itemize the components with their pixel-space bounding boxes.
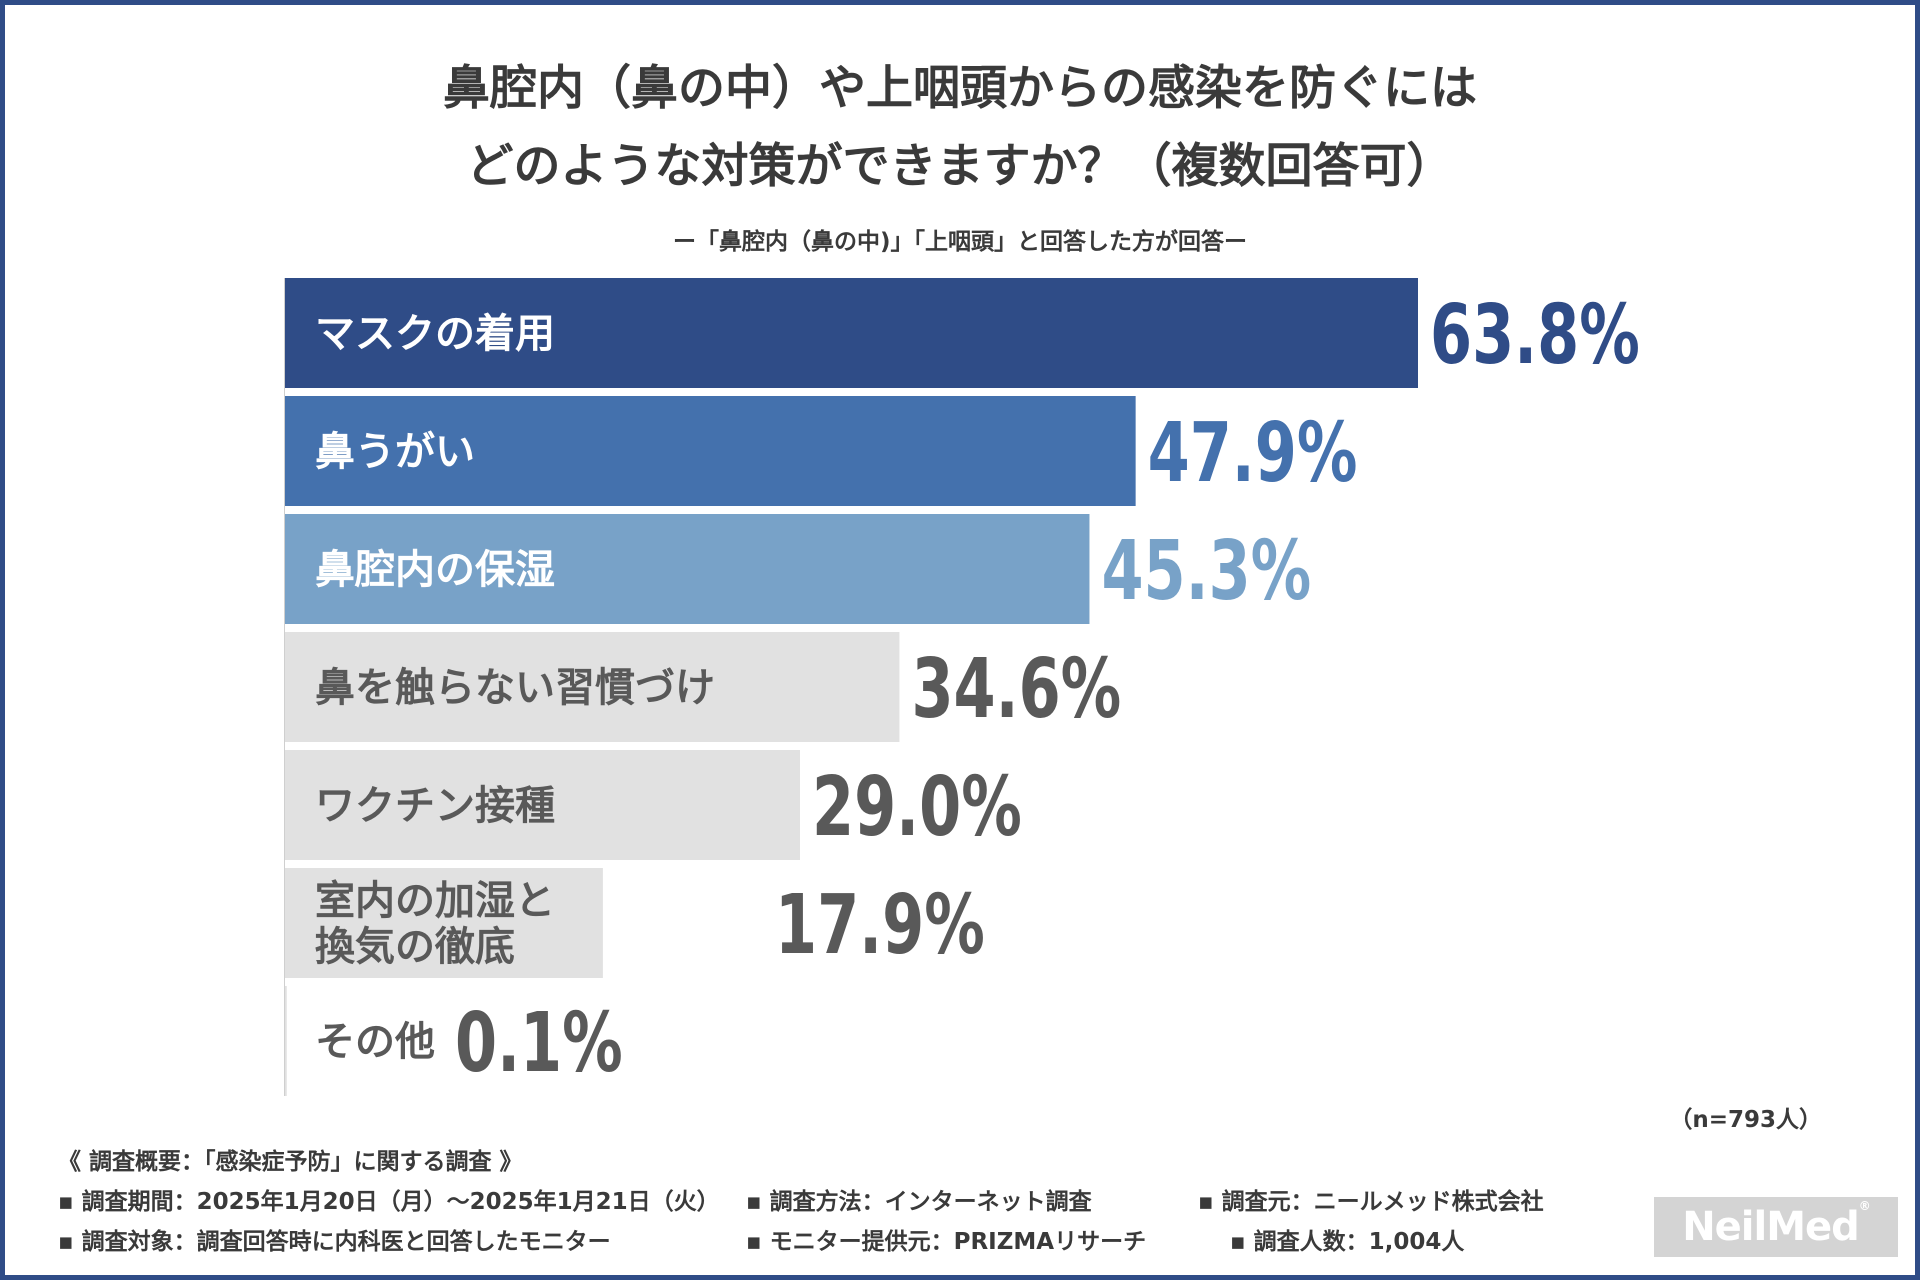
survey-footer: 《 調査概要：「感染症予防」に関する調査 》 ▪ 調査期間：2025年1月20日… — [58, 1142, 1544, 1262]
value-label: 63.8% — [1430, 286, 1640, 382]
survey-monitor-provider: ▪ モニター提供元：PRIZMAリサーチ — [746, 1229, 1147, 1255]
category-label: ワクチン接種 — [315, 783, 555, 829]
bar-chart: マスクの着用 63.8% 鼻うがい 47.9% 鼻腔内の保湿 45.3% 鼻を触らない習慣づ… — [284, 278, 1640, 1096]
survey-period: ▪ 調査期間：2025年1月20日（月）～2025年1月21日（火） — [58, 1189, 720, 1215]
category-label: マスクの着用 — [315, 311, 555, 357]
bar — [285, 868, 603, 978]
chart-title: 鼻腔内（鼻の中）や上咽頭からの感染を防ぐには どのような対策ができますか？（複数… — [0, 50, 1920, 206]
category-label-line: 鼻うがい — [315, 429, 475, 475]
category-label-line: ワクチン接種 — [315, 783, 555, 829]
category-label-line: 換気の徹底 — [315, 924, 515, 970]
bar — [285, 632, 900, 742]
bar-row: 室内の加湿と換気の徹底 — [285, 868, 603, 978]
value-label: 45.3% — [1101, 522, 1311, 618]
chart-title-line-2: どのような対策ができますか？（複数回答可） — [466, 139, 1454, 194]
category-label-line: 鼻を触らない習慣づけ — [315, 665, 715, 711]
chart-subtitle: ー「鼻腔内（鼻の中)」「上咽頭」と回答した方が回答ー — [672, 229, 1247, 255]
value-label: 17.9% — [775, 876, 985, 972]
category-label: 鼻を触らない習慣づけ — [315, 665, 715, 711]
category-label: その他 — [315, 1019, 435, 1065]
sample-size-note: （n=793人） — [1669, 1107, 1822, 1133]
logo-text: NeilMed — [1682, 1204, 1860, 1250]
value-label: 34.6% — [911, 640, 1121, 736]
category-label: 室内の加湿と換気の徹底 — [315, 878, 555, 970]
category-label: 鼻腔内の保湿 — [315, 547, 555, 593]
category-label-line: マスクの着用 — [315, 311, 555, 357]
survey-heading: 《 調査概要：「感染症予防」に関する調査 》 — [58, 1149, 523, 1175]
survey-count: ▪ 調査人数：1,004人 — [1230, 1229, 1465, 1255]
category-label-line: その他 — [315, 1019, 435, 1065]
survey-row-2: ▪ 調査対象：調査回答時に内科医と回答したモニター ▪ モニター提供元：PRIZM… — [58, 1222, 1544, 1262]
value-label: 0.1% — [455, 994, 623, 1090]
chart-title-line-1: 鼻腔内（鼻の中）や上咽頭からの感染を防ぐには — [443, 61, 1477, 116]
category-label: 鼻うがい — [315, 429, 475, 475]
bar-row: マスクの着用 — [285, 278, 1418, 388]
bar-row: 鼻腔内の保湿 — [285, 514, 1090, 624]
category-label-line: 鼻腔内の保湿 — [315, 547, 555, 593]
survey-method: ▪ 調査方法：インターネット調査 — [746, 1189, 1092, 1215]
survey-row-1: ▪ 調査期間：2025年1月20日（月）～2025年1月21日（火） ▪ 調査方法… — [58, 1182, 1544, 1222]
value-label: 47.9% — [1148, 404, 1358, 500]
category-label-line: 室内の加湿と — [315, 878, 555, 924]
bar-row: 鼻を触らない習慣づけ — [285, 632, 900, 742]
logo-registered-mark: ® — [1858, 1199, 1871, 1213]
bar — [285, 514, 1090, 624]
bar — [285, 986, 287, 1096]
bar — [285, 396, 1136, 506]
survey-target: ▪ 調査対象：調査回答時に内科医と回答したモニター — [58, 1229, 611, 1255]
neilmed-logo: NeilMed® — [1654, 1197, 1898, 1257]
bar — [285, 278, 1418, 388]
value-label: 29.0% — [812, 758, 1022, 854]
bar-row: 鼻うがい — [285, 396, 1136, 506]
bar — [285, 750, 800, 860]
bar-row: ワクチン接種 — [285, 750, 800, 860]
survey-source: ▪ 調査元：ニールメッド株式会社 — [1198, 1189, 1544, 1215]
bar-row: その他 — [285, 986, 435, 1096]
